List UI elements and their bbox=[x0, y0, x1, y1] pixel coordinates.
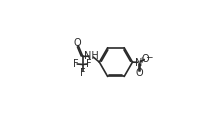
Text: +: + bbox=[138, 55, 144, 65]
Text: O: O bbox=[73, 38, 81, 48]
Text: F: F bbox=[86, 59, 92, 69]
Text: NH: NH bbox=[84, 51, 99, 61]
Text: −: − bbox=[145, 52, 152, 61]
Text: O: O bbox=[135, 68, 143, 77]
Text: F: F bbox=[73, 59, 78, 69]
Text: N: N bbox=[135, 58, 143, 68]
Text: O: O bbox=[142, 54, 149, 64]
Text: F: F bbox=[80, 68, 86, 78]
